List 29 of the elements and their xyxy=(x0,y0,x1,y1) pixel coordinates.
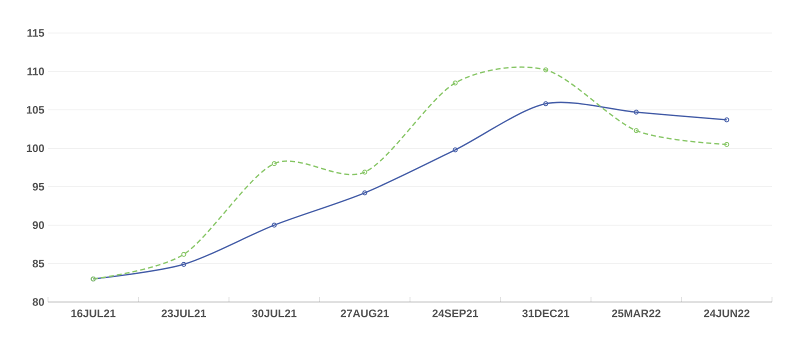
point xyxy=(634,128,639,134)
point xyxy=(362,170,368,175)
point xyxy=(543,67,548,72)
y-tick-label: 85 xyxy=(32,260,44,268)
x-tick-label: 31DEC21 xyxy=(522,310,570,318)
y-tick-label: 100 xyxy=(26,144,44,152)
y-tick-label: 110 xyxy=(27,68,44,76)
point xyxy=(452,80,458,86)
point xyxy=(543,101,548,106)
y-tick-label: 80 xyxy=(32,298,44,306)
point xyxy=(181,262,186,267)
y-tick-label: 115 xyxy=(27,29,44,37)
x-tick-label: 24JUN22 xyxy=(704,310,750,318)
point xyxy=(724,142,730,147)
point xyxy=(272,161,277,166)
point xyxy=(181,252,186,257)
point xyxy=(272,222,277,228)
point xyxy=(634,110,639,115)
x-tick-label: 16JUL21 xyxy=(71,310,116,318)
point xyxy=(452,147,458,152)
y-tick-label: 90 xyxy=(32,221,44,230)
y-tick-label: 95 xyxy=(32,182,44,191)
x-tick-label: 30JUL21 xyxy=(252,310,296,318)
x-tick-label: 23JUL21 xyxy=(162,310,206,318)
x-tick-label: 27AUG21 xyxy=(340,310,389,318)
point xyxy=(362,190,368,196)
x-tick-label: 25MAR22 xyxy=(612,310,660,318)
y-tick-label: 105 xyxy=(26,106,44,114)
x-tick-label: 24SEP21 xyxy=(432,310,478,318)
